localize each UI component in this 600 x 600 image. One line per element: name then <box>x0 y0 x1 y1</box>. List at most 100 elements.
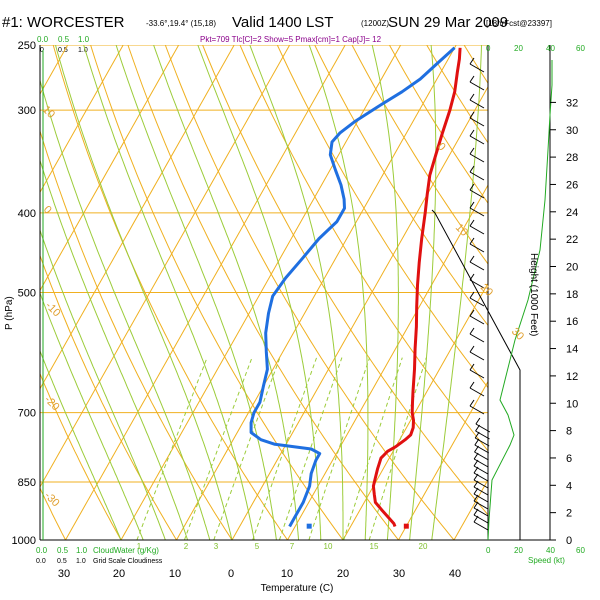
wind-barb <box>469 405 485 415</box>
profile-traces <box>249 46 462 529</box>
wind-barb-flag <box>473 487 479 495</box>
moist-adiabat--12 <box>40 228 166 540</box>
dry-adiabat-40 <box>164 45 455 540</box>
wind-barb <box>469 63 485 73</box>
wind-barb-flag <box>469 273 475 281</box>
wind-barb-flag <box>469 183 475 191</box>
forecast-date: SUN 29 Mar 2009 <box>388 14 508 31</box>
wind-barb <box>469 333 485 343</box>
isotherm--70 <box>40 45 124 194</box>
wind-barb-flag <box>469 111 475 119</box>
cloud-footer-value-2: 0.5 <box>57 546 69 555</box>
height-tick-label: 22 <box>566 234 578 246</box>
moist-adiabat--20 <box>40 349 122 540</box>
wind-barb-flag <box>469 165 475 173</box>
wind-barb <box>469 297 485 307</box>
wind-barb <box>473 472 489 482</box>
dry-adiabat-100 <box>388 45 488 204</box>
wind-barb <box>469 117 485 127</box>
dry-adiabat-130 <box>492 30 600 557</box>
wind-barb <box>469 135 485 145</box>
mixing-ratio-label: 20 <box>419 542 428 551</box>
dry-adiabat--30 <box>40 487 67 540</box>
wind-barb <box>469 243 485 253</box>
wind-barb-flag <box>473 459 479 467</box>
wind-barb <box>473 465 489 475</box>
isotherm--20 <box>120 45 402 540</box>
cloud-footer-value-1: 0.0 <box>36 546 48 555</box>
moist-adiabat-12 <box>153 45 300 540</box>
height-tick-label: 18 <box>566 289 578 301</box>
height-tick-label: 26 <box>566 179 578 191</box>
temperature-profile <box>371 47 462 528</box>
pressure-tick-1000: 1000 <box>12 535 36 547</box>
wind-barb-flag <box>473 515 479 523</box>
speed-top-tick-20: 20 <box>514 44 523 53</box>
wind-barb <box>469 189 485 199</box>
pressure-axis-label: P (hPa) <box>4 296 15 330</box>
thermo-grid <box>40 30 600 557</box>
wind-barb-flag <box>473 501 479 509</box>
wind-barb <box>474 444 490 454</box>
grid-cloud-value-2: 0.5 <box>57 558 67 565</box>
cloud-footer-value-3: 1.0 <box>76 546 88 555</box>
height-tick-label: 32 <box>566 97 578 109</box>
height-axis-label: Height (1000 Feet) <box>528 253 539 336</box>
wind-barb <box>475 423 491 433</box>
mixing-ratio-label: 7 <box>290 542 295 551</box>
wind-barb-flag <box>469 129 475 137</box>
cloud-scale-value-1: 0 <box>40 47 44 54</box>
wind-barb-flag <box>473 473 479 481</box>
stability-indices: Pkt=709 Tlc[C]=2 Show=5 Pmax[cm]=1 Cap[J… <box>200 35 382 44</box>
dry-adiabat-0 <box>40 129 233 540</box>
height-tick-label: 2 <box>566 508 572 520</box>
wind-barb-flag <box>469 399 475 407</box>
wind-barb <box>474 437 490 447</box>
speed-axis-label: Speed (kt) <box>528 556 565 565</box>
moist-adiabat-20 <box>249 45 344 540</box>
mixing-ratio-line-1 <box>136 357 208 540</box>
wind-barb-flag <box>473 452 479 460</box>
wind-barb-flag <box>469 57 475 65</box>
wind-panel: 0 20 40 60 0 20 40 60 Speed (kt) <box>431 44 585 565</box>
temperature-tick: 20 <box>337 568 349 580</box>
wind-barb <box>473 486 489 496</box>
mixing-ratio-line-20 <box>368 357 427 540</box>
dewpoint-profile <box>249 46 456 528</box>
adiabat-label: -30 <box>42 490 62 510</box>
wind-barb <box>473 479 489 489</box>
speed-tick-60: 60 <box>576 546 585 555</box>
mixing-ratio-label: 1 <box>137 542 142 551</box>
moist-adiabat-16 <box>197 45 322 540</box>
height-tick-label: 30 <box>566 125 578 137</box>
tropopause-boundary <box>431 209 521 540</box>
wind-barb <box>469 153 485 163</box>
pressure-tick-labels: 250 300 400 500 700 850 1000 <box>12 40 36 547</box>
wind-barb <box>469 351 485 361</box>
height-tick-label: 10 <box>566 398 578 410</box>
wind-barb-flag <box>469 327 475 335</box>
pressure-tick-700: 700 <box>18 408 36 420</box>
cloud-header-value-3: 1.0 <box>78 35 90 44</box>
isotherm-10 <box>287 184 488 540</box>
wind-barb-flag <box>474 431 480 439</box>
wind-barb-flag <box>474 438 480 446</box>
dry-adiabat--20 <box>40 372 122 540</box>
wind-barb <box>469 99 485 109</box>
wind-barb-flag <box>469 345 475 353</box>
temperature-tick: 20 <box>113 568 125 580</box>
speed-tick-20: 20 <box>514 546 523 555</box>
mixing-ratio-line-7 <box>278 357 343 540</box>
height-tick-label: 16 <box>566 316 578 328</box>
temperature-tick: 10 <box>281 568 293 580</box>
cloud-water-label: CloudWater (g/Kg) <box>93 546 159 555</box>
wind-barb-flag <box>469 291 475 299</box>
wind-barb <box>473 521 489 531</box>
moist-adiabat-36 <box>431 45 483 540</box>
cloud-header-value-1: 0.0 <box>37 35 49 44</box>
cloud-scale-value-3: 1.0 <box>78 47 88 54</box>
wind-barb <box>469 315 485 325</box>
mixing-ratio-label: 5 <box>255 542 260 551</box>
wind-barb <box>469 225 485 235</box>
wind-barb-flag <box>473 466 479 474</box>
